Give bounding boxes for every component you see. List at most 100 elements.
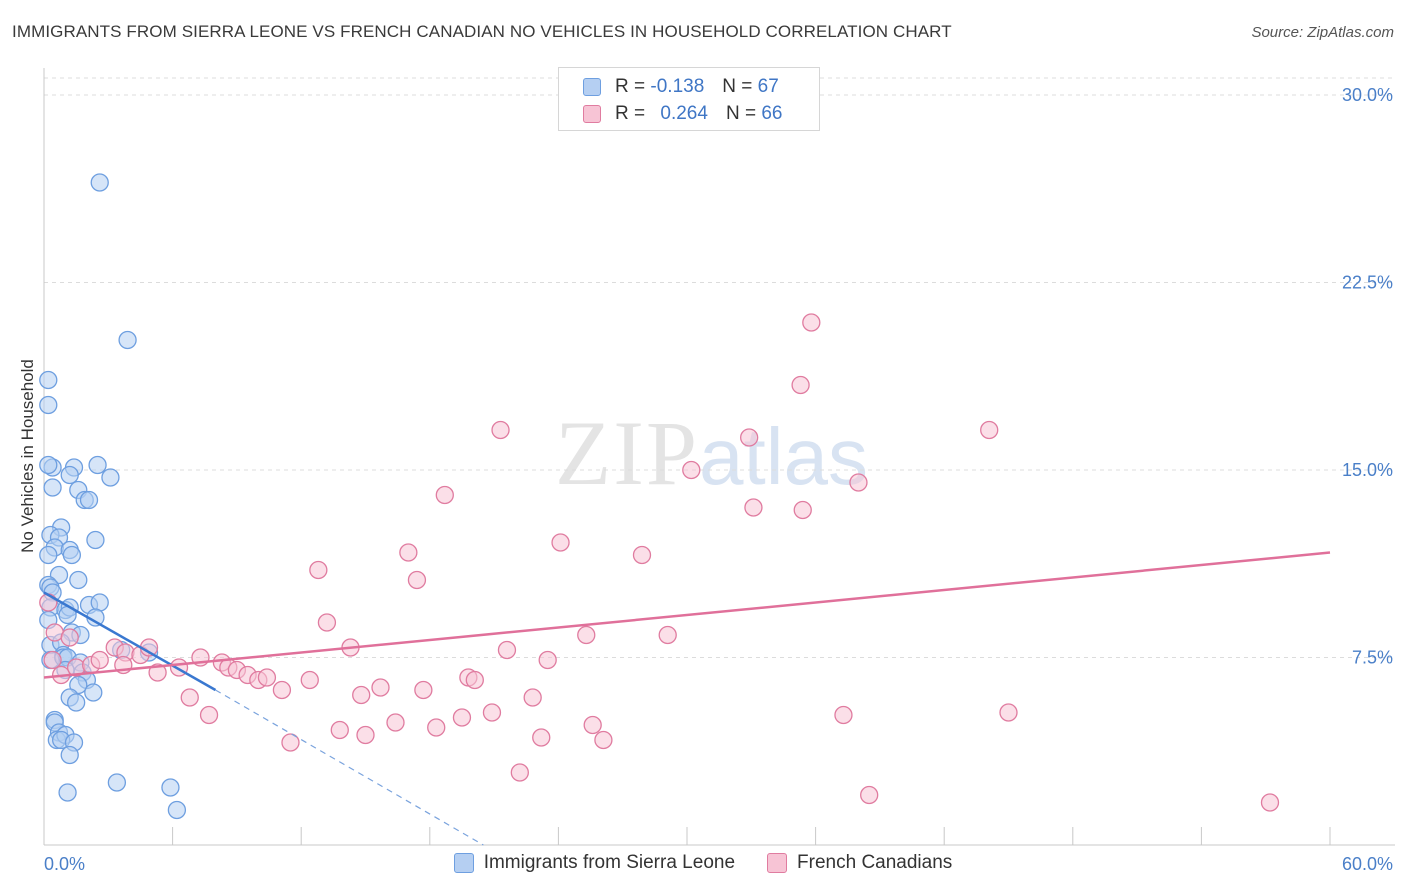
data-point — [523, 688, 542, 707]
n-label: N = — [722, 76, 753, 97]
data-point — [309, 560, 328, 580]
data-point — [802, 313, 821, 332]
data-point — [39, 455, 58, 475]
data-point — [148, 663, 167, 682]
data-point — [414, 680, 433, 700]
data-point — [551, 533, 570, 552]
data-point — [632, 545, 652, 565]
trend-line-sierra-leone-extension — [215, 689, 484, 846]
data-point — [452, 708, 472, 727]
data-point — [67, 693, 86, 712]
chart-source: Source: ZipAtlas.com — [1251, 24, 1394, 41]
x-tick-label-min: 0.0% — [44, 854, 85, 874]
data-point — [491, 420, 510, 440]
data-point — [538, 650, 557, 670]
legend-item-french-canadians[interactable]: French Canadians — [767, 852, 952, 874]
data-point — [88, 455, 107, 475]
data-point — [180, 688, 199, 707]
data-point — [577, 625, 596, 645]
axes — [43, 68, 1395, 846]
data-point — [791, 375, 810, 395]
data-point — [39, 545, 58, 565]
data-point — [793, 500, 812, 520]
data-point — [79, 490, 99, 510]
data-point — [60, 465, 79, 485]
data-point — [497, 640, 517, 660]
french-canadians-legend-swatch — [767, 853, 788, 873]
stats-legend-row-french-canadians: R = 0.264 N = 66 — [583, 101, 782, 127]
data-point — [510, 763, 529, 782]
data-point — [84, 683, 103, 702]
data-point — [330, 720, 349, 740]
data-point — [272, 680, 292, 700]
data-point — [356, 725, 375, 745]
data-point — [39, 370, 58, 390]
data-point — [118, 330, 137, 350]
series-french-canadians — [39, 313, 1280, 812]
data-point — [399, 543, 418, 562]
data-point — [860, 785, 879, 805]
data-point — [532, 728, 551, 747]
y-tick-label: 7.5% — [1352, 648, 1393, 668]
french-canadians-swatch — [583, 105, 601, 123]
y-tick-label: 15.0% — [1342, 460, 1393, 480]
data-point — [999, 703, 1018, 722]
watermark-zip: ZIP — [555, 402, 699, 504]
chart-title: IMMIGRANTS FROM SIERRA LEONE VS FRENCH C… — [12, 22, 952, 41]
n-label: N = — [725, 103, 757, 124]
legend-label: French Canadians — [797, 852, 953, 873]
data-point — [90, 173, 109, 192]
data-point — [101, 468, 120, 487]
data-point — [60, 745, 79, 765]
data-point — [740, 428, 759, 447]
data-point — [58, 783, 77, 802]
data-point — [86, 530, 105, 550]
data-point — [427, 718, 446, 737]
data-point — [980, 420, 999, 440]
data-point — [43, 650, 62, 670]
trend-line-sierra-leone — [43, 591, 217, 692]
data-point — [849, 473, 868, 492]
data-point — [1260, 793, 1280, 812]
data-point — [199, 705, 219, 725]
r-value: 0.264 — [660, 103, 708, 124]
data-point — [43, 478, 62, 497]
trend-line-french-canadians — [43, 551, 1331, 679]
r-label: R = — [615, 103, 646, 124]
sierra-leone-legend-swatch — [453, 853, 474, 873]
data-point — [69, 570, 88, 590]
y-tick-label: 30.0% — [1342, 85, 1393, 105]
watermark-atlas: atlas — [699, 412, 868, 501]
data-point — [583, 715, 602, 735]
data-point — [317, 613, 337, 632]
data-point — [744, 498, 763, 517]
x-tick-label-max: 60.0% — [1342, 854, 1393, 874]
data-point — [62, 545, 82, 565]
data-point — [281, 733, 300, 752]
data-point — [352, 685, 371, 705]
data-point — [407, 570, 427, 590]
data-point — [594, 730, 613, 750]
data-point — [69, 675, 88, 695]
data-point — [658, 625, 677, 645]
r-label: R = — [615, 76, 646, 97]
legend-label: Immigrants from Sierra Leone — [483, 852, 736, 873]
data-points — [39, 173, 1280, 820]
n-value: 66 — [761, 103, 783, 124]
data-point — [161, 778, 180, 797]
legend-item-sierra-leone[interactable]: Immigrants from Sierra Leone — [453, 852, 736, 874]
n-value: 67 — [757, 76, 779, 97]
data-point — [834, 705, 853, 725]
data-point — [90, 593, 109, 612]
stats-legend-row-sierra-leone: R = -0.138 N = 67 — [583, 74, 779, 100]
tick-labels: 7.5% 15.0% 22.5% 30.0% 0.0% 60.0% — [44, 85, 1393, 874]
data-point — [300, 670, 319, 690]
data-point — [371, 678, 390, 697]
data-point — [435, 485, 454, 505]
sierra-leone-swatch — [583, 78, 601, 96]
y-tick-label: 22.5% — [1342, 273, 1393, 293]
trend-lines — [43, 551, 1331, 846]
stats-legend: R = -0.138 N = 67 R = 0.264 N = 66 — [558, 67, 820, 131]
series-legend: Immigrants from Sierra Leone French Cana… — [0, 852, 1406, 874]
